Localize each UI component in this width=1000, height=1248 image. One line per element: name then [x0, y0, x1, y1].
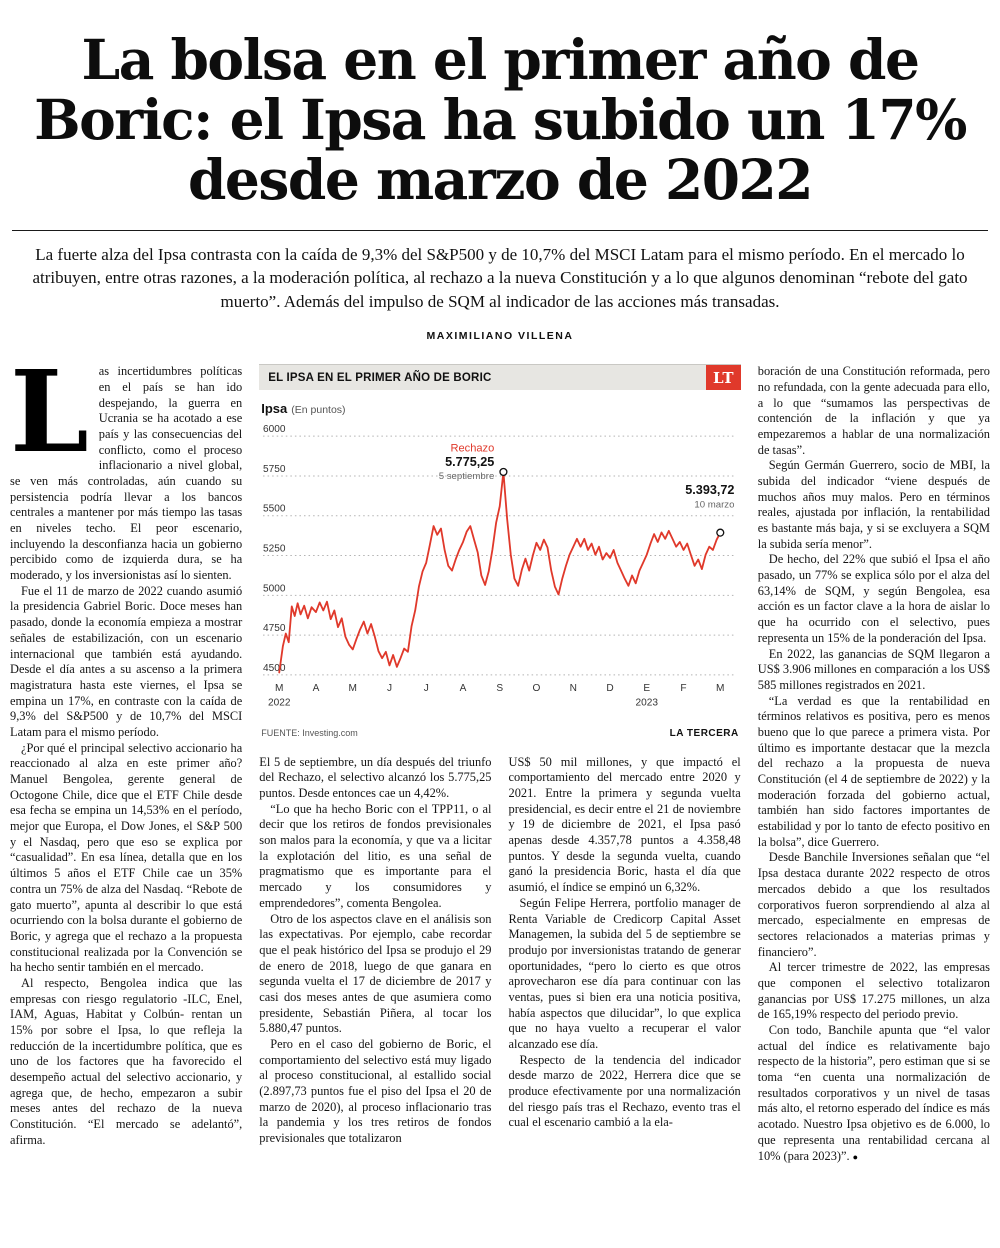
svg-text:10 marzo: 10 marzo: [695, 500, 735, 511]
svg-text:2023: 2023: [636, 697, 659, 708]
article-paragraph: De hecho, del 22% que subió el Ipsa el a…: [757, 552, 990, 645]
article-paragraph: US$ 50 mil millones, y que impactó el co…: [508, 754, 741, 895]
article-paragraph: En 2022, las ganancias de SQM llegaron a…: [757, 646, 990, 692]
svg-text:N: N: [570, 683, 577, 694]
svg-text:5250: 5250: [263, 544, 286, 555]
paragraph-text: Con todo, Banchile apunta que “el valor …: [757, 1023, 990, 1163]
series-label: Ipsa: [261, 401, 288, 417]
article-column-3: US$ 50 mil millones, y que impactó el co…: [509, 755, 741, 1147]
article-paragraph: Según Germán Guerrero, socio de MBI, la …: [757, 458, 990, 551]
svg-text:M: M: [275, 683, 283, 694]
svg-text:4750: 4750: [263, 623, 286, 634]
end-of-article-mark: ●: [852, 1151, 859, 1162]
svg-text:O: O: [533, 683, 541, 694]
chart-footer: FUENTE: Investing.com LA TERCERA: [259, 726, 741, 745]
svg-text:E: E: [644, 683, 651, 694]
lt-logo: LT: [705, 365, 741, 391]
svg-text:M: M: [716, 683, 724, 694]
article-paragraph: “La verdad es que la rentabilidad en tér…: [757, 693, 990, 849]
deck: La fuerte alza del Ipsa contrasta con la…: [32, 244, 968, 311]
deck-rule: La fuerte alza del Ipsa contrasta con la…: [12, 229, 988, 317]
article-paragraph: El 5 de septiembre, un día después del t…: [259, 754, 492, 801]
ipsa-chart-panel: EL IPSA EN EL PRIMER AÑO DE BORIC LT Ips…: [259, 364, 741, 744]
chart-credit: LA TERCERA: [669, 727, 739, 739]
svg-text:5 septiembre: 5 septiembre: [439, 471, 495, 482]
chart-body: Ipsa (En puntos) 4500 4750 5000 5250 5500 5750…: [259, 390, 741, 725]
article-paragraph: Desde Banchile Inversiones señalan que “…: [757, 850, 990, 959]
svg-text:Rechazo: Rechazo: [451, 443, 495, 455]
paragraph-text: as incertidumbres políticas en el país s…: [10, 364, 243, 583]
svg-text:F: F: [681, 683, 687, 694]
svg-text:5000: 5000: [263, 583, 286, 594]
article-paragraph: Al respecto, Bengolea indica que las emp…: [10, 975, 243, 1147]
article-paragraph: Otro de los aspectos clave en el análisi…: [259, 911, 492, 1036]
chart-header: EL IPSA EN EL PRIMER AÑO DE BORIC LT: [259, 364, 741, 391]
article-paragraph: Al tercer trimestre de 2022, las empresa…: [757, 960, 990, 1022]
byline: MAXIMILIANO VILLENA: [426, 330, 574, 343]
under-chart-columns: El 5 de septiembre, un día después del t…: [259, 755, 741, 1147]
ipsa-line-chart: 4500 4750 5000 5250 5500 5750 6000 M A M J J A S O N D E F…: [263, 424, 737, 708]
article-column-4: boración de una Constitución reformada, …: [758, 364, 990, 1164]
svg-text:5.393,72: 5.393,72: [686, 483, 735, 497]
chart-series-labels: Ipsa (En puntos): [261, 400, 739, 418]
headline-line-2: Boric: el Ipsa ha subido un 17%: [34, 86, 967, 152]
svg-text:2022: 2022: [268, 697, 291, 708]
svg-text:D: D: [607, 683, 614, 694]
article-column-2: El 5 de septiembre, un día después del t…: [259, 755, 491, 1147]
article-paragraph: Respecto de la tendencia del indicador d…: [508, 1052, 741, 1130]
svg-text:5500: 5500: [263, 504, 286, 515]
svg-text:J: J: [424, 683, 429, 694]
headline: La bolsa en el primer año de Boric: el I…: [14, 30, 986, 210]
svg-text:J: J: [387, 683, 392, 694]
svg-text:A: A: [460, 683, 467, 694]
article-paragraph: boración de una Constitución reformada, …: [757, 364, 990, 457]
svg-text:5.775,25: 5.775,25: [445, 455, 494, 469]
series-units-label: (En puntos): [291, 404, 346, 417]
article-paragraph: Pero en el caso del gobierno de Boric, e…: [259, 1037, 492, 1146]
chart-title: EL IPSA EN EL PRIMER AÑO DE BORIC: [268, 372, 492, 385]
article-paragraph: Fue el 11 de marzo de 2022 cuando asumió…: [10, 583, 243, 739]
article-paragraph: Según Felipe Herrera, portfolio manager …: [508, 895, 741, 1052]
svg-text:A: A: [313, 683, 320, 694]
svg-text:M: M: [349, 683, 357, 694]
article-middle-section: EL IPSA EN EL PRIMER AÑO DE BORIC LT Ips…: [259, 364, 741, 1164]
svg-text:5750: 5750: [263, 464, 286, 475]
svg-text:4500: 4500: [263, 663, 286, 674]
headline-line-3: desde marzo de 2022: [187, 146, 814, 212]
headline-line-1: La bolsa en el primer año de: [81, 27, 920, 92]
chart-source: FUENTE: Investing.com: [261, 728, 358, 739]
article-paragraph: Con todo, Banchile apunta que “el valor …: [758, 1023, 990, 1164]
drop-cap: L: [10, 347, 89, 479]
article-paragraph: “Lo que ha hecho Boric con el TPP11, o a…: [259, 801, 492, 910]
svg-text:S: S: [497, 683, 504, 694]
svg-text:6000: 6000: [263, 424, 286, 435]
article-paragraph: ¿Por qué el principal selectivo accionar…: [10, 740, 243, 975]
